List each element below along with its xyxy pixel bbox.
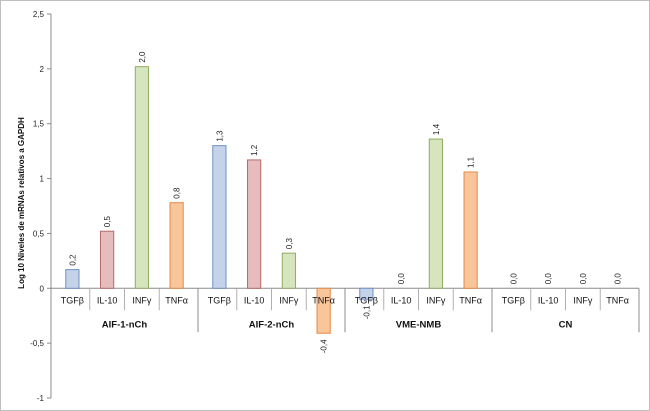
y-tick-label: -0,5 [30, 339, 44, 348]
data-label: -0,4 [320, 339, 329, 353]
label-layer: AIF-1-nCh TGFβ 0,2 IL-10 0,5 INFγ 2,0 TNFα 0,8 AI… [61, 51, 629, 353]
y-axis-label: Log 10 Niveles de mRNAs relativos a GAPD… [17, 117, 26, 289]
bar [169, 202, 184, 289]
data-label: 0,5 [103, 216, 112, 228]
category-label: INFγ [279, 295, 298, 305]
bar [100, 230, 115, 289]
data-label: -0,1 [362, 305, 371, 319]
bar [134, 66, 149, 289]
axis-layer: -1 -0,5 0 0,5 1 1,5 2 2,5 [30, 10, 640, 403]
y-tick-label: -1 [37, 394, 45, 403]
data-label: 0,0 [509, 273, 518, 285]
data-label: 0,3 [285, 238, 294, 250]
bar-layer [65, 66, 478, 334]
category-label: INFγ [426, 295, 445, 305]
category-label: TNFα [312, 295, 335, 305]
category-label: TGFβ [61, 295, 84, 305]
data-label: 0,2 [68, 254, 77, 266]
data-label: 0,0 [579, 273, 588, 285]
group-label: VME-NMB [396, 319, 442, 330]
category-label: TNFα [606, 295, 629, 305]
y-tick-label: 1,5 [33, 120, 45, 129]
data-label: 1,1 [467, 156, 476, 168]
data-label: 0,0 [397, 273, 406, 285]
bar [428, 138, 443, 289]
category-label: TGFβ [355, 295, 378, 305]
bar [463, 171, 478, 289]
data-label: 0,0 [544, 273, 553, 285]
y-tick-label: 1 [40, 175, 45, 184]
data-label: 0,8 [173, 187, 182, 199]
data-label: 1,2 [250, 144, 259, 156]
data-label: 2,0 [138, 51, 147, 63]
category-label: IL-10 [244, 295, 265, 305]
category-label: IL-10 [391, 295, 412, 305]
bar [247, 159, 262, 289]
category-label: TNFα [165, 295, 188, 305]
bar [65, 269, 80, 289]
group-label: AIF-1-nCh [102, 319, 148, 330]
y-tick-label: 0,5 [33, 229, 45, 238]
bar [281, 252, 296, 289]
bar [316, 287, 331, 334]
category-label: INFγ [132, 295, 151, 305]
bar [212, 145, 227, 289]
y-tick-label: 2,5 [33, 10, 45, 19]
y-tick-label: 0 [40, 284, 45, 293]
category-label: IL-10 [97, 295, 118, 305]
group-label: AIF-2-nCh [249, 319, 295, 330]
category-label: TNFα [459, 295, 482, 305]
bar [359, 287, 374, 300]
group-label: CN [559, 319, 573, 330]
data-label: 1,4 [432, 123, 441, 135]
data-label: 0,0 [614, 273, 623, 285]
category-label: INFγ [573, 295, 592, 305]
category-label: TGFβ [502, 295, 525, 305]
data-label: 1,3 [215, 130, 224, 142]
y-tick-label: 2 [40, 65, 45, 74]
category-label: TGFβ [208, 295, 231, 305]
category-label: IL-10 [538, 295, 559, 305]
